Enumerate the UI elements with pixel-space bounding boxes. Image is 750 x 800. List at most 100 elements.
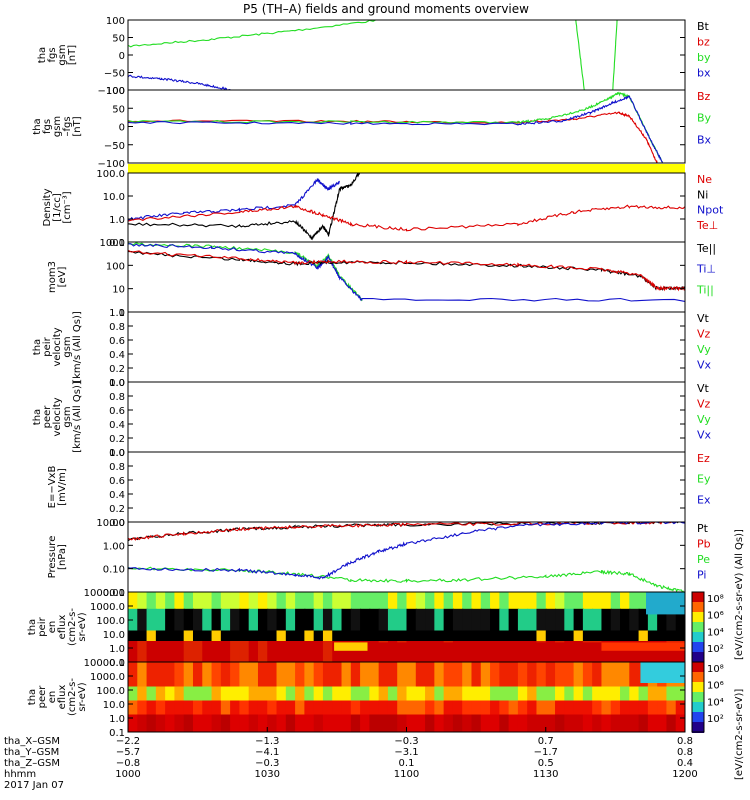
series-Ni	[128, 173, 361, 241]
spectrogram-cell	[239, 700, 250, 716]
legend-entry: Ey	[697, 473, 711, 486]
y-label-line: tha	[27, 619, 38, 635]
spectrogram-cell	[647, 608, 659, 632]
spectrogram-cell	[220, 592, 232, 610]
spectrogram-cell	[378, 592, 389, 610]
spectrogram-cell	[341, 714, 352, 732]
spectrogram-cell	[137, 686, 148, 702]
spectrogram-cell	[192, 714, 204, 732]
spectrogram-cell	[267, 608, 278, 632]
panel-frame	[127, 241, 686, 313]
spectrogram-cell	[387, 686, 399, 702]
x-axis-row-label: tha_Z–GSM	[4, 758, 60, 769]
x-tick-label: 0.7	[538, 736, 554, 747]
y-axis-label: tha peir en eflux (cm2-s-sr-eV)	[27, 608, 88, 646]
y-ticks: 10000.0 1000.0 100.0 10.0 1.0 0.1	[84, 588, 685, 669]
y-label-line: [nT]	[72, 116, 83, 136]
spectrogram-cell	[499, 662, 510, 688]
y-axis-label: tha fgs gsm –fgs [nT]	[32, 116, 83, 137]
spectrogram-cell	[211, 686, 222, 702]
x-axis-row-label: hhmm	[4, 769, 36, 780]
spectrogram-cell	[183, 662, 194, 688]
series-by-late-	[575, 20, 618, 90]
series-group	[128, 173, 685, 241]
spectrogram-cell	[471, 630, 482, 642]
colorbar-tick-label: 10⁴	[707, 627, 724, 638]
spectrogram-cell	[313, 641, 324, 662]
spectrogram-cell	[146, 714, 157, 732]
series-Te-	[128, 249, 685, 292]
spectrogram-cell	[165, 608, 176, 632]
spectrogram-cell	[202, 686, 213, 702]
spectrogram-cell	[638, 592, 649, 610]
spectrogram-cell	[322, 641, 334, 662]
y-tick-label: 100	[106, 261, 125, 272]
y-label-line: sr-eV)	[77, 682, 88, 711]
panel-1: Bt bz by bx 100 50 0 −50 −100 tha fgs gsm [nT]	[37, 16, 711, 97]
spectrogram-cell	[452, 714, 464, 732]
spectrogram-cell	[517, 592, 529, 610]
y-label-line: eflux	[57, 685, 68, 710]
spectrogram-cell	[128, 686, 139, 702]
spectrogram-cell	[406, 700, 417, 716]
series-Npot	[128, 177, 340, 221]
spectrogram-cell	[629, 700, 640, 716]
x-tick-label: −3.1	[394, 747, 418, 758]
spectrogram-cell	[295, 592, 306, 610]
spectrogram-cell	[657, 714, 668, 732]
spectrogram-cell	[350, 608, 362, 632]
spectrogram-cell	[517, 608, 529, 632]
spectrogram-cell	[192, 608, 204, 632]
y-label-line: (cm2-s-	[67, 678, 78, 716]
spectrogram-cell	[276, 630, 287, 642]
y-label-line: tha	[32, 339, 43, 355]
spectrogram-cell	[638, 714, 649, 732]
spectrogram-cell	[350, 714, 362, 732]
spectrogram-cell	[564, 700, 575, 716]
spectrogram-cell	[239, 630, 250, 642]
colorbar-tick-label: 10⁸	[707, 664, 724, 675]
spectrogram-cell	[443, 630, 454, 642]
spectrogram-cell	[536, 608, 547, 632]
spectrogram-cell	[155, 592, 167, 610]
spectrogram-cell	[452, 686, 464, 702]
spectrogram-cell	[155, 714, 167, 732]
y-tick-label: 1.0	[109, 215, 125, 226]
x-tick-label: 0.1	[399, 758, 415, 769]
spectrogram-cell	[304, 641, 315, 662]
spectrogram-cell	[517, 700, 529, 716]
spectrogram-cell	[397, 608, 408, 632]
series-Bx	[128, 95, 664, 163]
spectrogram-cell	[601, 630, 612, 642]
y-label-line: mom3	[47, 261, 58, 293]
spectrogram-cell	[471, 608, 482, 632]
spectrogram-cell	[508, 662, 519, 688]
spectrogram-cell	[230, 714, 241, 732]
spectrogram-cell	[276, 608, 287, 632]
spectrogram-cell	[555, 662, 566, 688]
spectrogram-cell	[137, 662, 148, 688]
spectrogram-cell	[397, 714, 408, 732]
y-tick-label: −50	[104, 69, 125, 80]
spectrogram-cell	[239, 714, 250, 732]
spectrogram-cell	[620, 630, 631, 642]
spectrogram-cell	[573, 630, 584, 642]
spectrogram-cell	[304, 662, 315, 688]
spectrogram-cell	[536, 686, 547, 702]
spectrogram-cell	[230, 686, 241, 702]
spectrogram-cell	[462, 608, 473, 632]
spectrogram-cell	[360, 592, 371, 610]
spectrogram-cell	[239, 608, 250, 632]
spectrogram-cell	[545, 700, 557, 716]
spectrogram-cell	[341, 630, 352, 642]
spectrogram-cell	[425, 686, 436, 702]
x-tick-label: −1.7	[534, 747, 558, 758]
y-tick-label: 100.0	[96, 169, 125, 180]
spectrogram-cell	[387, 700, 399, 716]
y-label-line: velocity	[52, 397, 63, 436]
x-tick-label: −5.7	[116, 747, 140, 758]
y-tick-label: 10	[112, 285, 125, 296]
spectrogram-cell	[341, 662, 352, 688]
spectrogram-cell	[183, 686, 194, 702]
y-tick-label: 50	[112, 34, 125, 45]
